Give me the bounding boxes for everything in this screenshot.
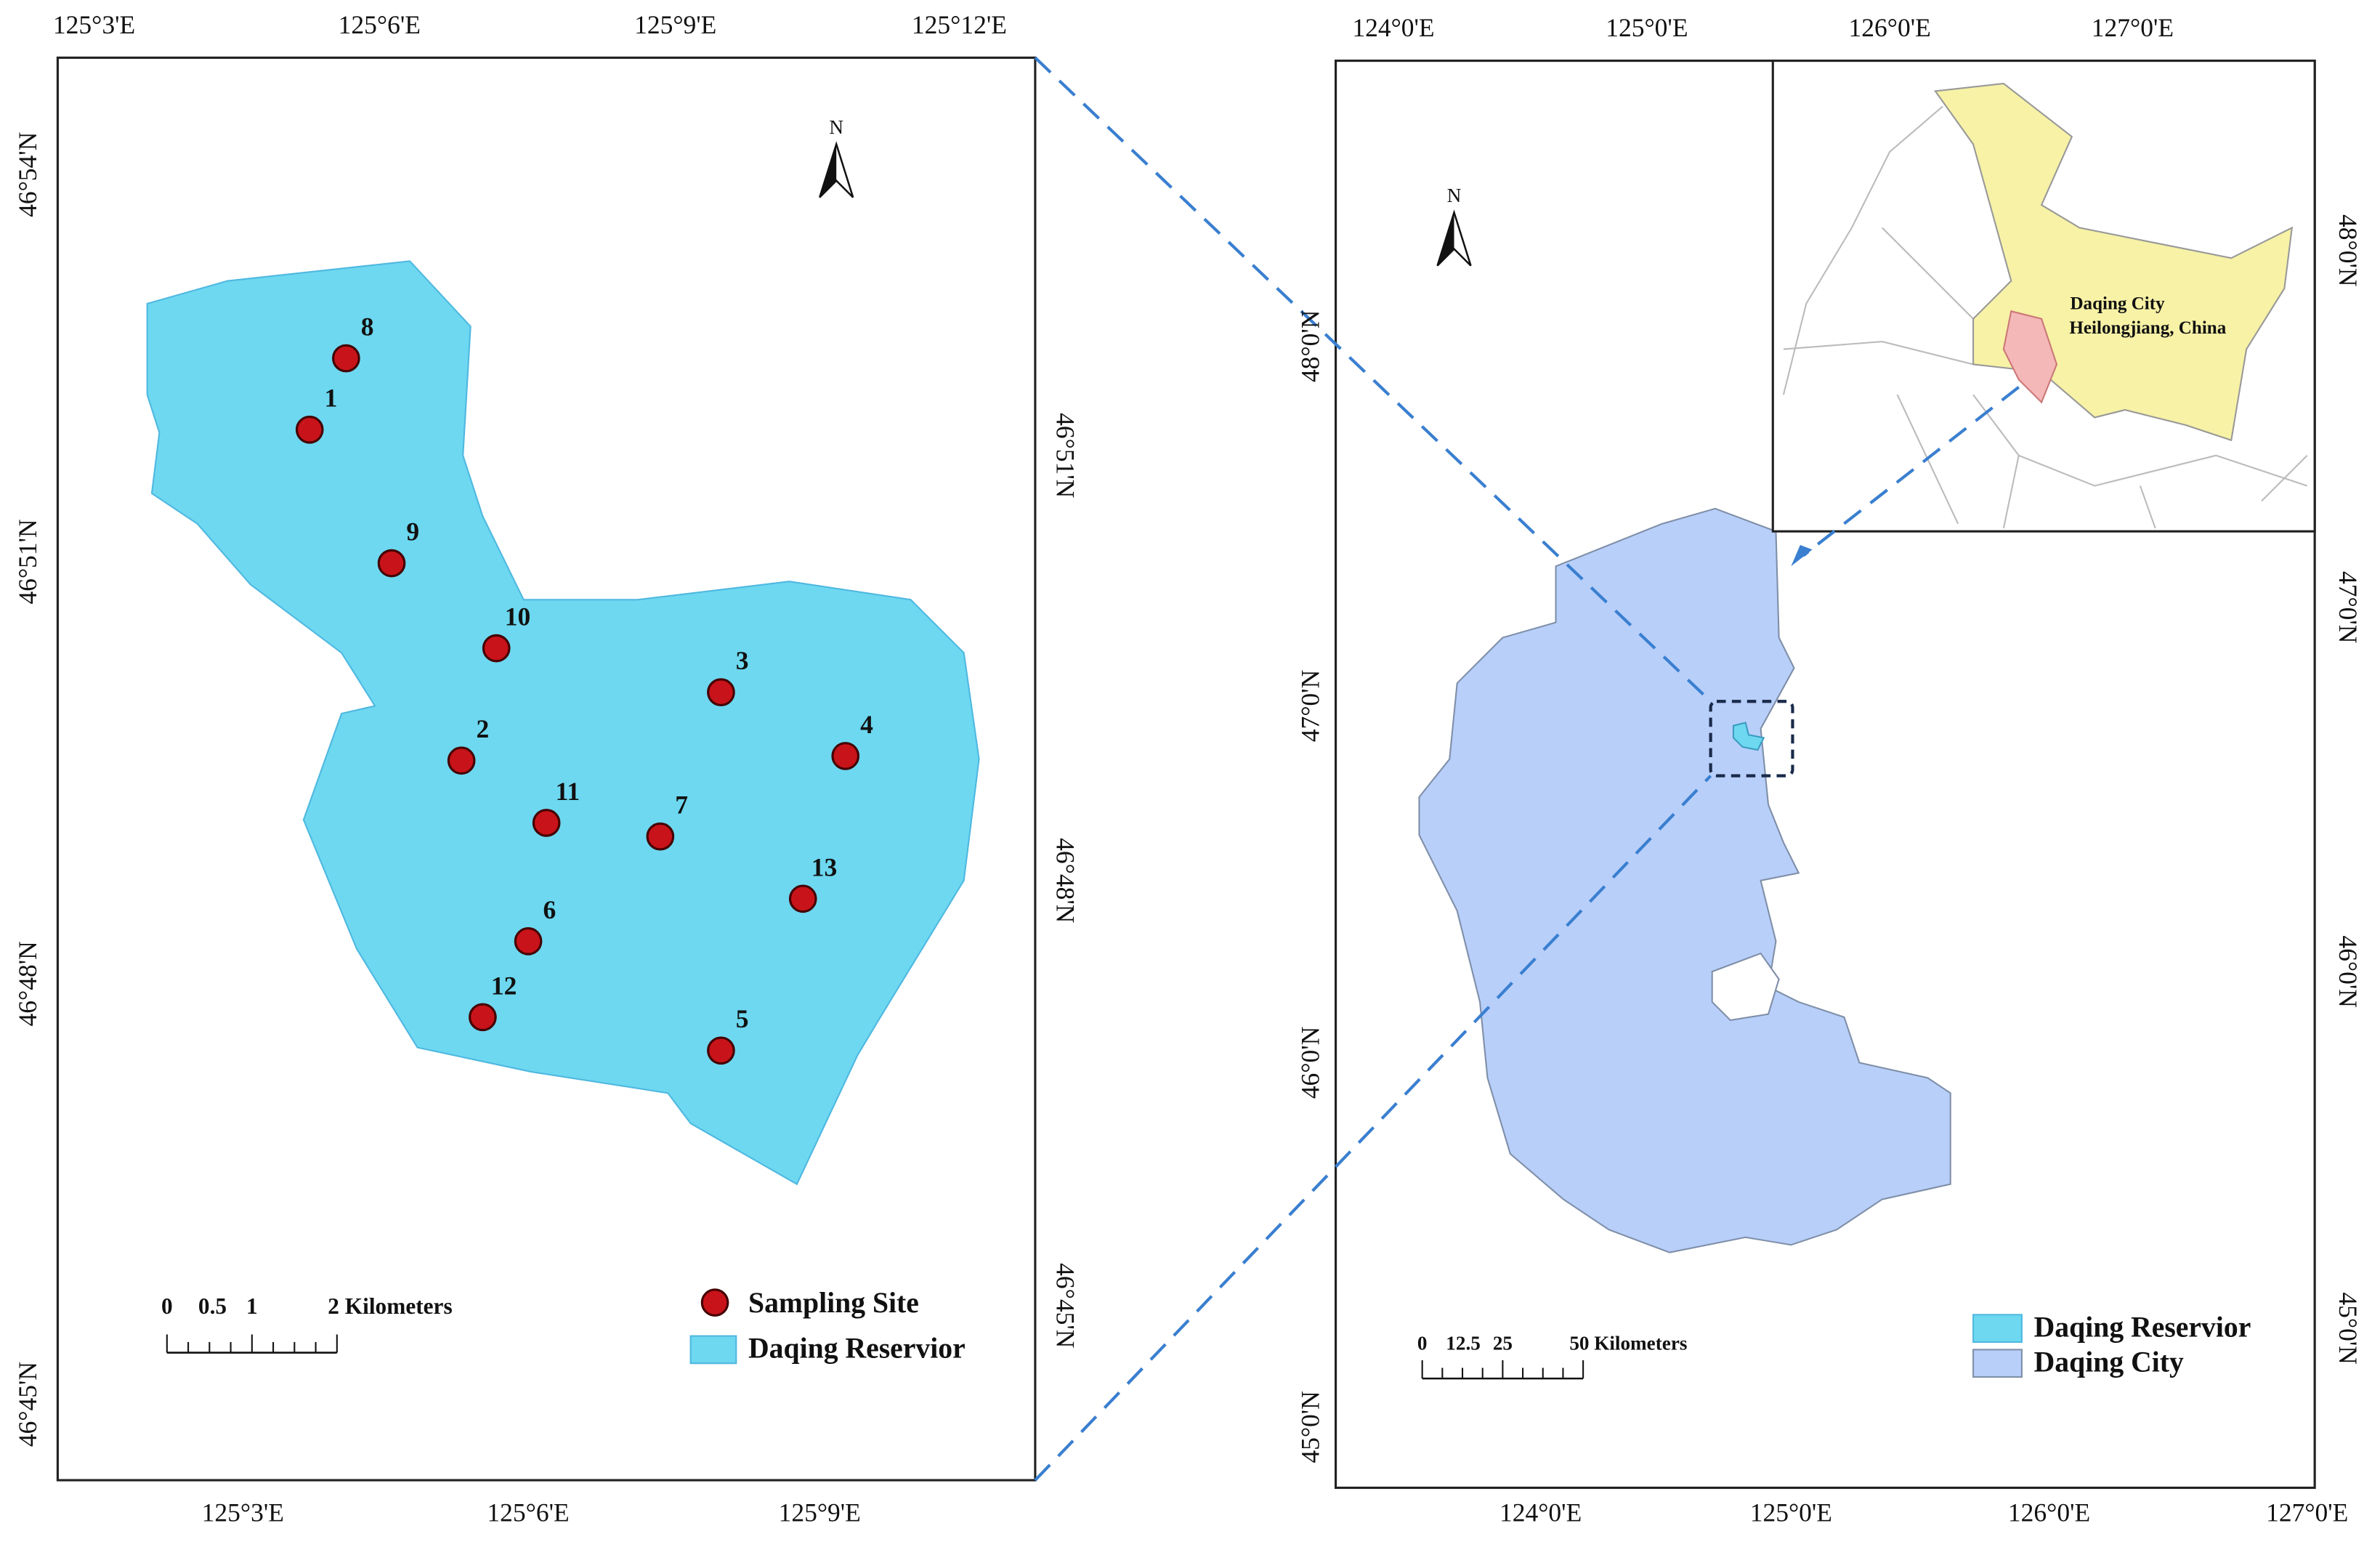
sampling-site [332,344,360,373]
zoom-box [1709,700,1794,777]
lon-label: 125°6'E [487,1498,569,1527]
sampling-site [482,634,511,663]
lon-label: 125°0'E [1606,13,1688,42]
lon-label: 125°0'E [1750,1498,1832,1527]
legend-symbol [1972,1349,2023,1378]
legend-label: Daqing City [2034,1346,2184,1378]
sampling-site [646,822,675,851]
lon-label: 125°3'E [202,1498,284,1527]
lon-label: 124°0'E [1499,1498,1582,1527]
site-label: 4 [860,710,873,739]
sampling-site [707,678,735,707]
lat-label: 47°0'N [1295,670,1324,742]
legend-label: Daqing Reservior [2034,1311,2251,1343]
lat-label: 46°54'N [13,132,42,217]
lon-label: 125°12'E [912,10,1007,39]
north-label: N [1447,185,1462,206]
legend-label: Daqing Reservior [748,1333,966,1365]
lat-label: 45°0'N [2334,1292,2363,1364]
site-label: 13 [811,852,838,881]
legend-label: Sampling Site [748,1287,919,1319]
sampling-site [831,742,860,770]
site-label: 9 [406,517,419,546]
sampling-site [469,1003,497,1032]
site-label: 3 [736,646,749,675]
lat-label: 45°0'N [1295,1391,1324,1463]
lat-label: 47°0'N [2334,571,2363,643]
lat-label: 46°48'N [1051,838,1080,923]
sampling-site [514,927,543,956]
scale-label: 0.5 [198,1293,227,1319]
lat-label: 46°48'N [13,941,42,1026]
site-label: 1 [325,384,338,413]
lon-label: 125°9'E [634,10,716,39]
lat-label: 48°0'N [2334,214,2363,286]
legend-symbol [1972,1314,2023,1343]
lon-label: 126°0'E [2008,1498,2090,1527]
lon-label: 125°3'E [53,10,135,39]
scale-label: 2 Kilometers [328,1293,452,1319]
lon-label: 125°9'E [779,1498,861,1527]
lon-label: 127°0'E [2266,1498,2348,1527]
site-label: 7 [675,791,688,820]
scale-label: 1 [246,1293,258,1319]
legend-symbol [700,1288,729,1317]
site-label: 11 [556,777,580,806]
inset-arrow [1802,386,2020,557]
scale-label: 25 [1493,1332,1513,1354]
inset-label: Daqing City [2070,294,2165,314]
sampling-site [295,415,324,444]
scale-label: 0 [161,1293,173,1319]
connector-line [1034,775,1712,1482]
sampling-site [447,746,476,775]
sampling-site [707,1036,735,1065]
north-arrow-fill [1437,212,1454,266]
sampling-site [788,884,817,913]
inset-label: Heilongjiang, China [2069,318,2226,338]
arrow-head [1791,545,1813,567]
site-label: 12 [491,971,517,1000]
north-label: N [829,116,843,138]
lon-label: 126°0'E [1849,13,1931,42]
sampling-site [377,549,406,578]
connector-line [1034,56,1712,703]
site-label: 5 [736,1004,749,1033]
scale-label: 50 Kilometers [1569,1332,1687,1354]
lon-label: 127°0'E [2092,13,2174,42]
daqing-inset [2002,310,2058,404]
lat-label: 48°0'N [1295,310,1324,382]
reservoir-small [1732,722,1765,751]
daqing-city [1418,507,1951,1253]
reservoir [146,260,980,1186]
site-label: 10 [505,602,531,631]
lon-label: 124°0'E [1352,13,1434,42]
lat-label: 46°0'N [1295,1027,1324,1099]
site-label: 6 [543,895,556,924]
legend-symbol [689,1335,737,1365]
scale-label: 12.5 [1446,1332,1481,1354]
scale-label: 0 [1417,1332,1428,1354]
sampling-site [532,809,561,837]
lat-label: 46°45'N [1051,1263,1080,1348]
lat-label: 46°51'N [13,519,42,604]
site-label: 8 [361,312,374,342]
lat-label: 46°45'N [13,1362,42,1447]
site-label: 2 [477,714,490,743]
lon-label: 125°6'E [339,10,421,39]
lat-label: 46°0'N [2334,935,2363,1007]
lat-label: 46°51'N [1051,413,1080,498]
connectors [1034,56,2020,1482]
lake [1711,952,1780,1022]
